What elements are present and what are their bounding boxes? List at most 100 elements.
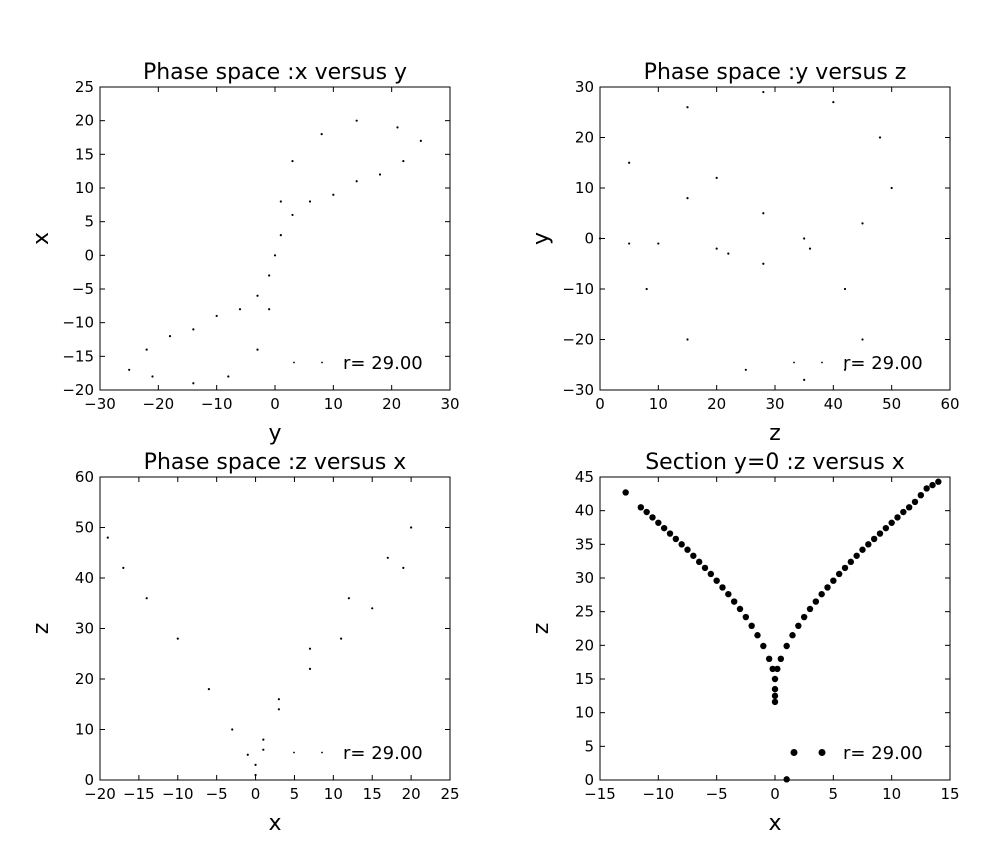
data-point (760, 642, 767, 650)
data-point (800, 613, 808, 621)
data-point (771, 675, 779, 683)
data-point (882, 524, 890, 532)
y-tick-label: 20 (75, 112, 94, 130)
data-point (707, 570, 715, 578)
data-point (279, 234, 282, 237)
data-point (672, 535, 680, 543)
data-point (340, 637, 343, 640)
phase-space-y-vs-z-plot: Phase space :y versus z z y 0 10 20 30 40 50 6… (529, 60, 960, 446)
data-point (122, 566, 125, 570)
section-y0-z-vs-x-plot: Section y=0 :z versus x x z −15 −10 −5 0 5 10… (529, 450, 960, 836)
data-point (754, 632, 761, 639)
data-point (818, 590, 825, 598)
x-tick-label: 50 (882, 395, 901, 413)
data-point (789, 632, 796, 639)
data-point (176, 637, 179, 640)
data-point (803, 378, 806, 381)
x-tick-label: −10 (162, 785, 194, 803)
y-tick-label: 10 (75, 721, 94, 739)
data-point (890, 186, 893, 190)
y-axis-label: z (29, 623, 54, 635)
data-point (835, 570, 843, 578)
data-point (783, 642, 790, 650)
x-tick-label: 0 (770, 785, 780, 803)
data-point (410, 526, 413, 529)
data-point (106, 536, 109, 539)
y-tick-label: 20 (575, 129, 594, 147)
y-tick-label: 60 (75, 468, 94, 486)
y-tick-label: 30 (575, 78, 594, 96)
data-point (730, 598, 738, 605)
data-point (725, 590, 732, 598)
data-point (771, 685, 779, 693)
y-tick-label: 0 (584, 771, 594, 789)
data-point (637, 504, 645, 511)
data-point (268, 308, 271, 311)
x-axis-label: z (769, 421, 781, 446)
y-tick-label: 0 (584, 230, 594, 248)
x-tick-label: −5 (206, 785, 228, 803)
data-point (207, 688, 210, 691)
y-tick-label: 0 (84, 246, 94, 264)
data-point (777, 655, 785, 662)
x-tick-label: 30 (765, 395, 784, 413)
legend-marker (790, 749, 798, 756)
data-point (684, 546, 691, 553)
data-point (832, 101, 835, 104)
x-tick-label: 25 (440, 785, 459, 803)
x-tick-label: −15 (584, 785, 616, 803)
x-tick-label: 30 (440, 395, 459, 413)
y-axis-label: y (529, 232, 554, 245)
y-tick-label: 50 (75, 519, 94, 537)
y-tick-label: 40 (575, 502, 594, 520)
chart-title: Phase space :z versus x (144, 450, 407, 475)
y-tick-label: 15 (575, 670, 594, 688)
data-point (762, 262, 765, 265)
data-point (876, 530, 884, 537)
data-point (841, 564, 849, 572)
legend-marker (821, 361, 823, 364)
data-point (715, 176, 718, 179)
legend-marker (293, 361, 295, 364)
data-point (402, 159, 405, 163)
x-tick-label: 5 (829, 785, 839, 803)
data-point (386, 556, 389, 559)
data-point (843, 287, 847, 291)
data-point (762, 90, 765, 94)
data-point (355, 119, 358, 122)
x-tick-label: 10 (882, 785, 901, 803)
data-point (808, 247, 812, 250)
data-point (843, 368, 847, 371)
y-tick-label: −15 (62, 347, 94, 365)
data-point (256, 348, 259, 351)
x-tick-label: 10 (649, 395, 668, 413)
data-point (765, 655, 773, 662)
x-tick-label: 15 (940, 785, 959, 803)
y-tick-label: 20 (575, 636, 594, 654)
y-tick-label: 45 (575, 468, 594, 486)
x-tick-label: −20 (143, 395, 175, 413)
y-tick-label: 10 (575, 704, 594, 722)
x-tick-label: −5 (706, 785, 728, 803)
x-tick-label: 40 (824, 395, 843, 413)
data-point (231, 728, 234, 731)
data-point (917, 491, 925, 499)
data-point (678, 541, 685, 548)
data-point (332, 193, 335, 196)
y-tick-label: 10 (75, 179, 94, 197)
data-point (657, 242, 660, 245)
data-point (795, 622, 802, 630)
legend-marker (793, 361, 795, 364)
data-point (145, 348, 148, 351)
data-point (246, 753, 249, 756)
data-point (628, 161, 631, 164)
data-point (308, 647, 312, 650)
x-axis-label: x (768, 811, 781, 836)
data-point (308, 667, 312, 671)
data-point (279, 200, 282, 203)
data-point (701, 564, 709, 572)
data-point (861, 222, 864, 225)
y-tick-label: 20 (75, 670, 94, 688)
data-point (905, 504, 913, 511)
x-tick-label: −30 (84, 395, 116, 413)
